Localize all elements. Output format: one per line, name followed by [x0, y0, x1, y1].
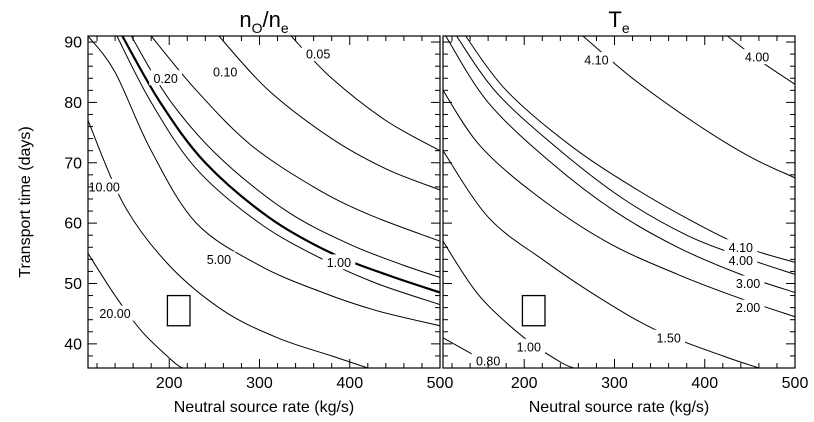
contour-line-7	[218, 36, 440, 191]
y-tick-label: 50	[64, 276, 82, 293]
contour-group: 0.801.001.502.003.004.004.104.10 4.00	[443, 36, 795, 368]
contour-label-bg	[208, 64, 242, 80]
contour-label-8: 4.00	[745, 51, 769, 65]
x-tick-label: 300	[601, 375, 628, 392]
left-y-axis-label: Transport time (days)	[17, 126, 34, 277]
contour-line-4	[121, 36, 440, 294]
contour-label-0: 20.00	[99, 307, 130, 321]
contour-label-bg	[740, 49, 774, 65]
contour-label-bg	[471, 352, 505, 368]
contour-label-bg	[580, 52, 613, 68]
contour-line-6	[465, 36, 795, 263]
contour-label-3: 2.00	[736, 301, 760, 315]
marker-square	[521, 294, 546, 327]
contour-line-3	[443, 90, 795, 318]
contour-line-1	[88, 120, 368, 368]
contour-line-5	[456, 36, 795, 275]
contour-line-2	[443, 150, 760, 368]
y-tick-label: 60	[64, 216, 82, 233]
contour-line-1	[443, 240, 575, 368]
contour-label-1: 10.00	[89, 180, 120, 194]
x-tick-label: 300	[246, 375, 273, 392]
y-tick-label: 80	[64, 95, 82, 112]
contour-label-bg	[95, 305, 136, 321]
x-tick-label: 500	[427, 375, 454, 392]
plot-frame	[442, 35, 796, 369]
contour-group: 20.00 10.00 5.00 1.00 0.20 0.10 0.05	[88, 36, 440, 368]
left-x-axis-label: Neutral source rate (kg/s)	[174, 399, 355, 416]
right-panel-title: Te	[608, 7, 629, 36]
contour-label-bg	[724, 252, 758, 268]
contour-line-0	[88, 253, 184, 368]
contour-label-bg	[731, 299, 765, 315]
contour-label-8: 0.05	[306, 48, 330, 62]
contour-label-4: 1.00	[327, 256, 351, 270]
x-tick-label: 200	[511, 375, 538, 392]
right-panel: Te Neutral source rate (kg/s) 0.80 1.00 1.…	[442, 7, 809, 416]
contour-label-6: 4.10	[729, 241, 753, 255]
contour-label-1: 1.00	[517, 340, 541, 354]
contour-label-0: 0.80	[476, 354, 500, 368]
contour-label-2: 1.50	[656, 331, 680, 345]
contour-label-6: 0.20	[153, 72, 177, 86]
contour-label-bg	[322, 254, 356, 270]
contour-label-bg	[202, 251, 236, 267]
y-tick-label: 40	[64, 336, 82, 353]
contour-label-2: 5.00	[207, 253, 231, 267]
x-tick-label: 500	[782, 375, 809, 392]
marker-square	[166, 294, 191, 327]
right-x-axis-label: Neutral source rate (kg/s)	[529, 399, 710, 416]
contour-label-bg	[301, 46, 335, 62]
y-tick-label: 90	[64, 35, 82, 52]
contour-label-bg	[88, 178, 125, 194]
contour-line-2	[88, 36, 440, 327]
contour-label-bg	[724, 239, 758, 255]
x-tick-label: 400	[691, 375, 718, 392]
x-tick-label: 400	[336, 375, 363, 392]
left-panel-title: nO/ne	[239, 7, 289, 36]
contour-label-4: 3.00	[736, 277, 760, 291]
contour-line-5	[130, 36, 440, 278]
left-panel: nO/ne Neutral source rate (kg/s) Transpo…	[17, 7, 453, 416]
contour-label-bg	[512, 338, 546, 354]
contour-label-bg	[149, 70, 183, 86]
contour-label-bg	[731, 275, 765, 291]
plot-frame	[87, 35, 441, 369]
contour-label-7: 0.10	[213, 66, 237, 80]
y-tick-label: 70	[64, 155, 82, 172]
contour-line-7	[582, 36, 795, 179]
contour-line-6	[150, 36, 440, 242]
contour-line-4	[445, 36, 795, 293]
contour-line-3	[116, 36, 440, 306]
contour-label-bg	[652, 329, 686, 345]
contour-label-5: 4.00	[729, 254, 753, 268]
x-tick-label: 200	[156, 375, 183, 392]
contour-label-7: 4.10	[584, 54, 608, 68]
